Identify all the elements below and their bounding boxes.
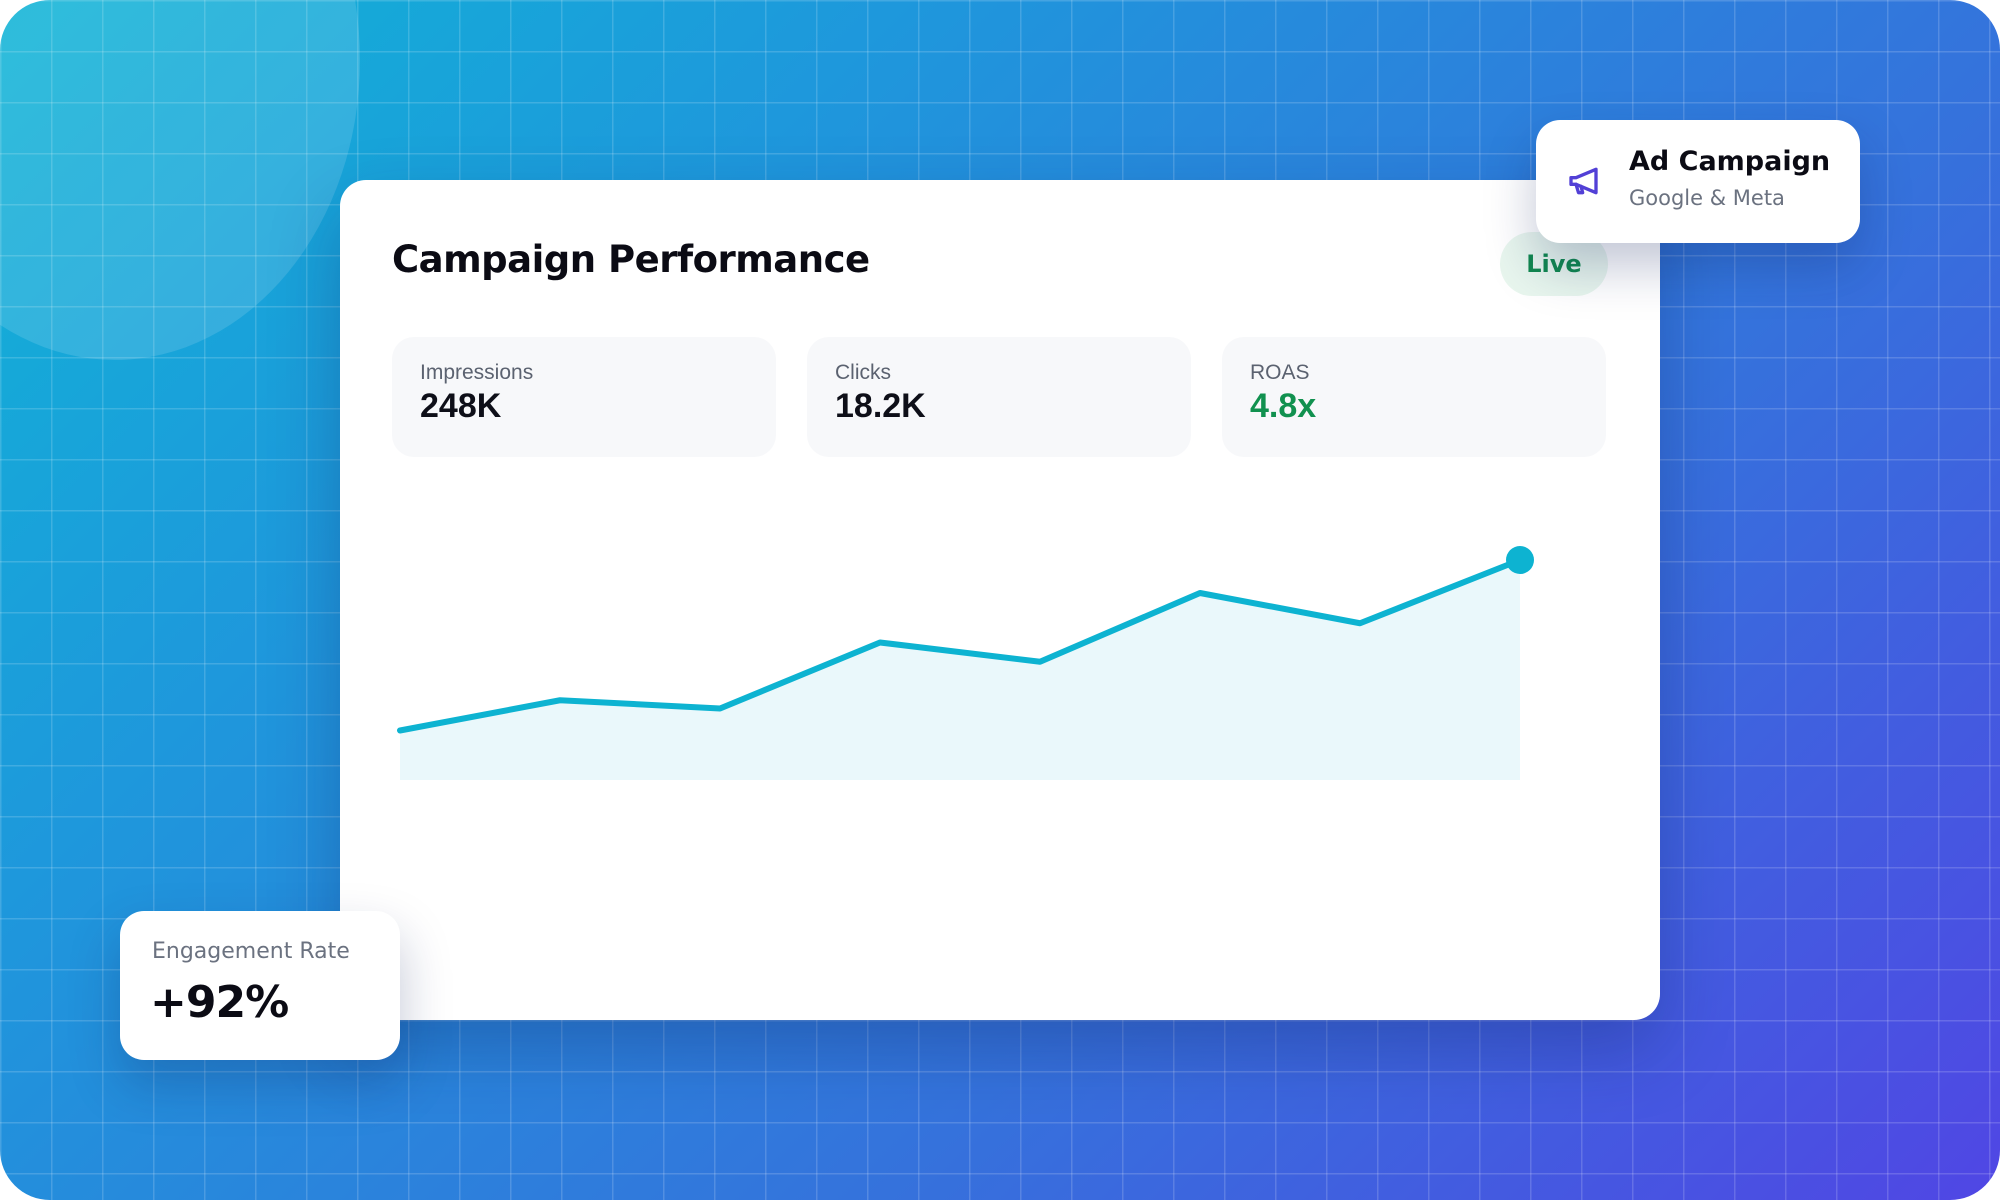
stat-value: 18.2K — [835, 387, 926, 425]
performance-chart — [397, 546, 1534, 780]
stat-card-roas: ROAS 4.8x — [1222, 337, 1606, 457]
stat-card-clicks: Clicks 18.2K — [807, 337, 1191, 457]
campaign-performance-card: Campaign Performance Live Impressions 24… — [340, 180, 1660, 1020]
chart-series-line — [397, 557, 1523, 734]
engagement-rate-card: Engagement Rate +92% — [120, 911, 400, 1060]
stat-value: 248K — [420, 387, 502, 425]
chart-area-fill — [400, 560, 1520, 780]
engagement-label: Engagement Rate — [152, 939, 350, 964]
engagement-value: +92% — [150, 977, 289, 1028]
stat-label: ROAS — [1250, 361, 1310, 384]
campaign-subtitle: Google & Meta — [1629, 186, 1785, 210]
campaign-title: Ad Campaign — [1629, 146, 1831, 177]
chart-latest-point — [1506, 546, 1534, 574]
ad-campaign-card: Ad Campaign Google & Meta — [1536, 120, 1860, 243]
card-title: Campaign Performance — [392, 238, 870, 281]
stat-card-impressions: Impressions 248K — [392, 337, 776, 457]
megaphone-icon — [1569, 167, 1598, 195]
stat-value: 4.8x — [1250, 387, 1317, 425]
stat-label: Clicks — [835, 361, 891, 384]
stat-label: Impressions — [420, 361, 534, 384]
